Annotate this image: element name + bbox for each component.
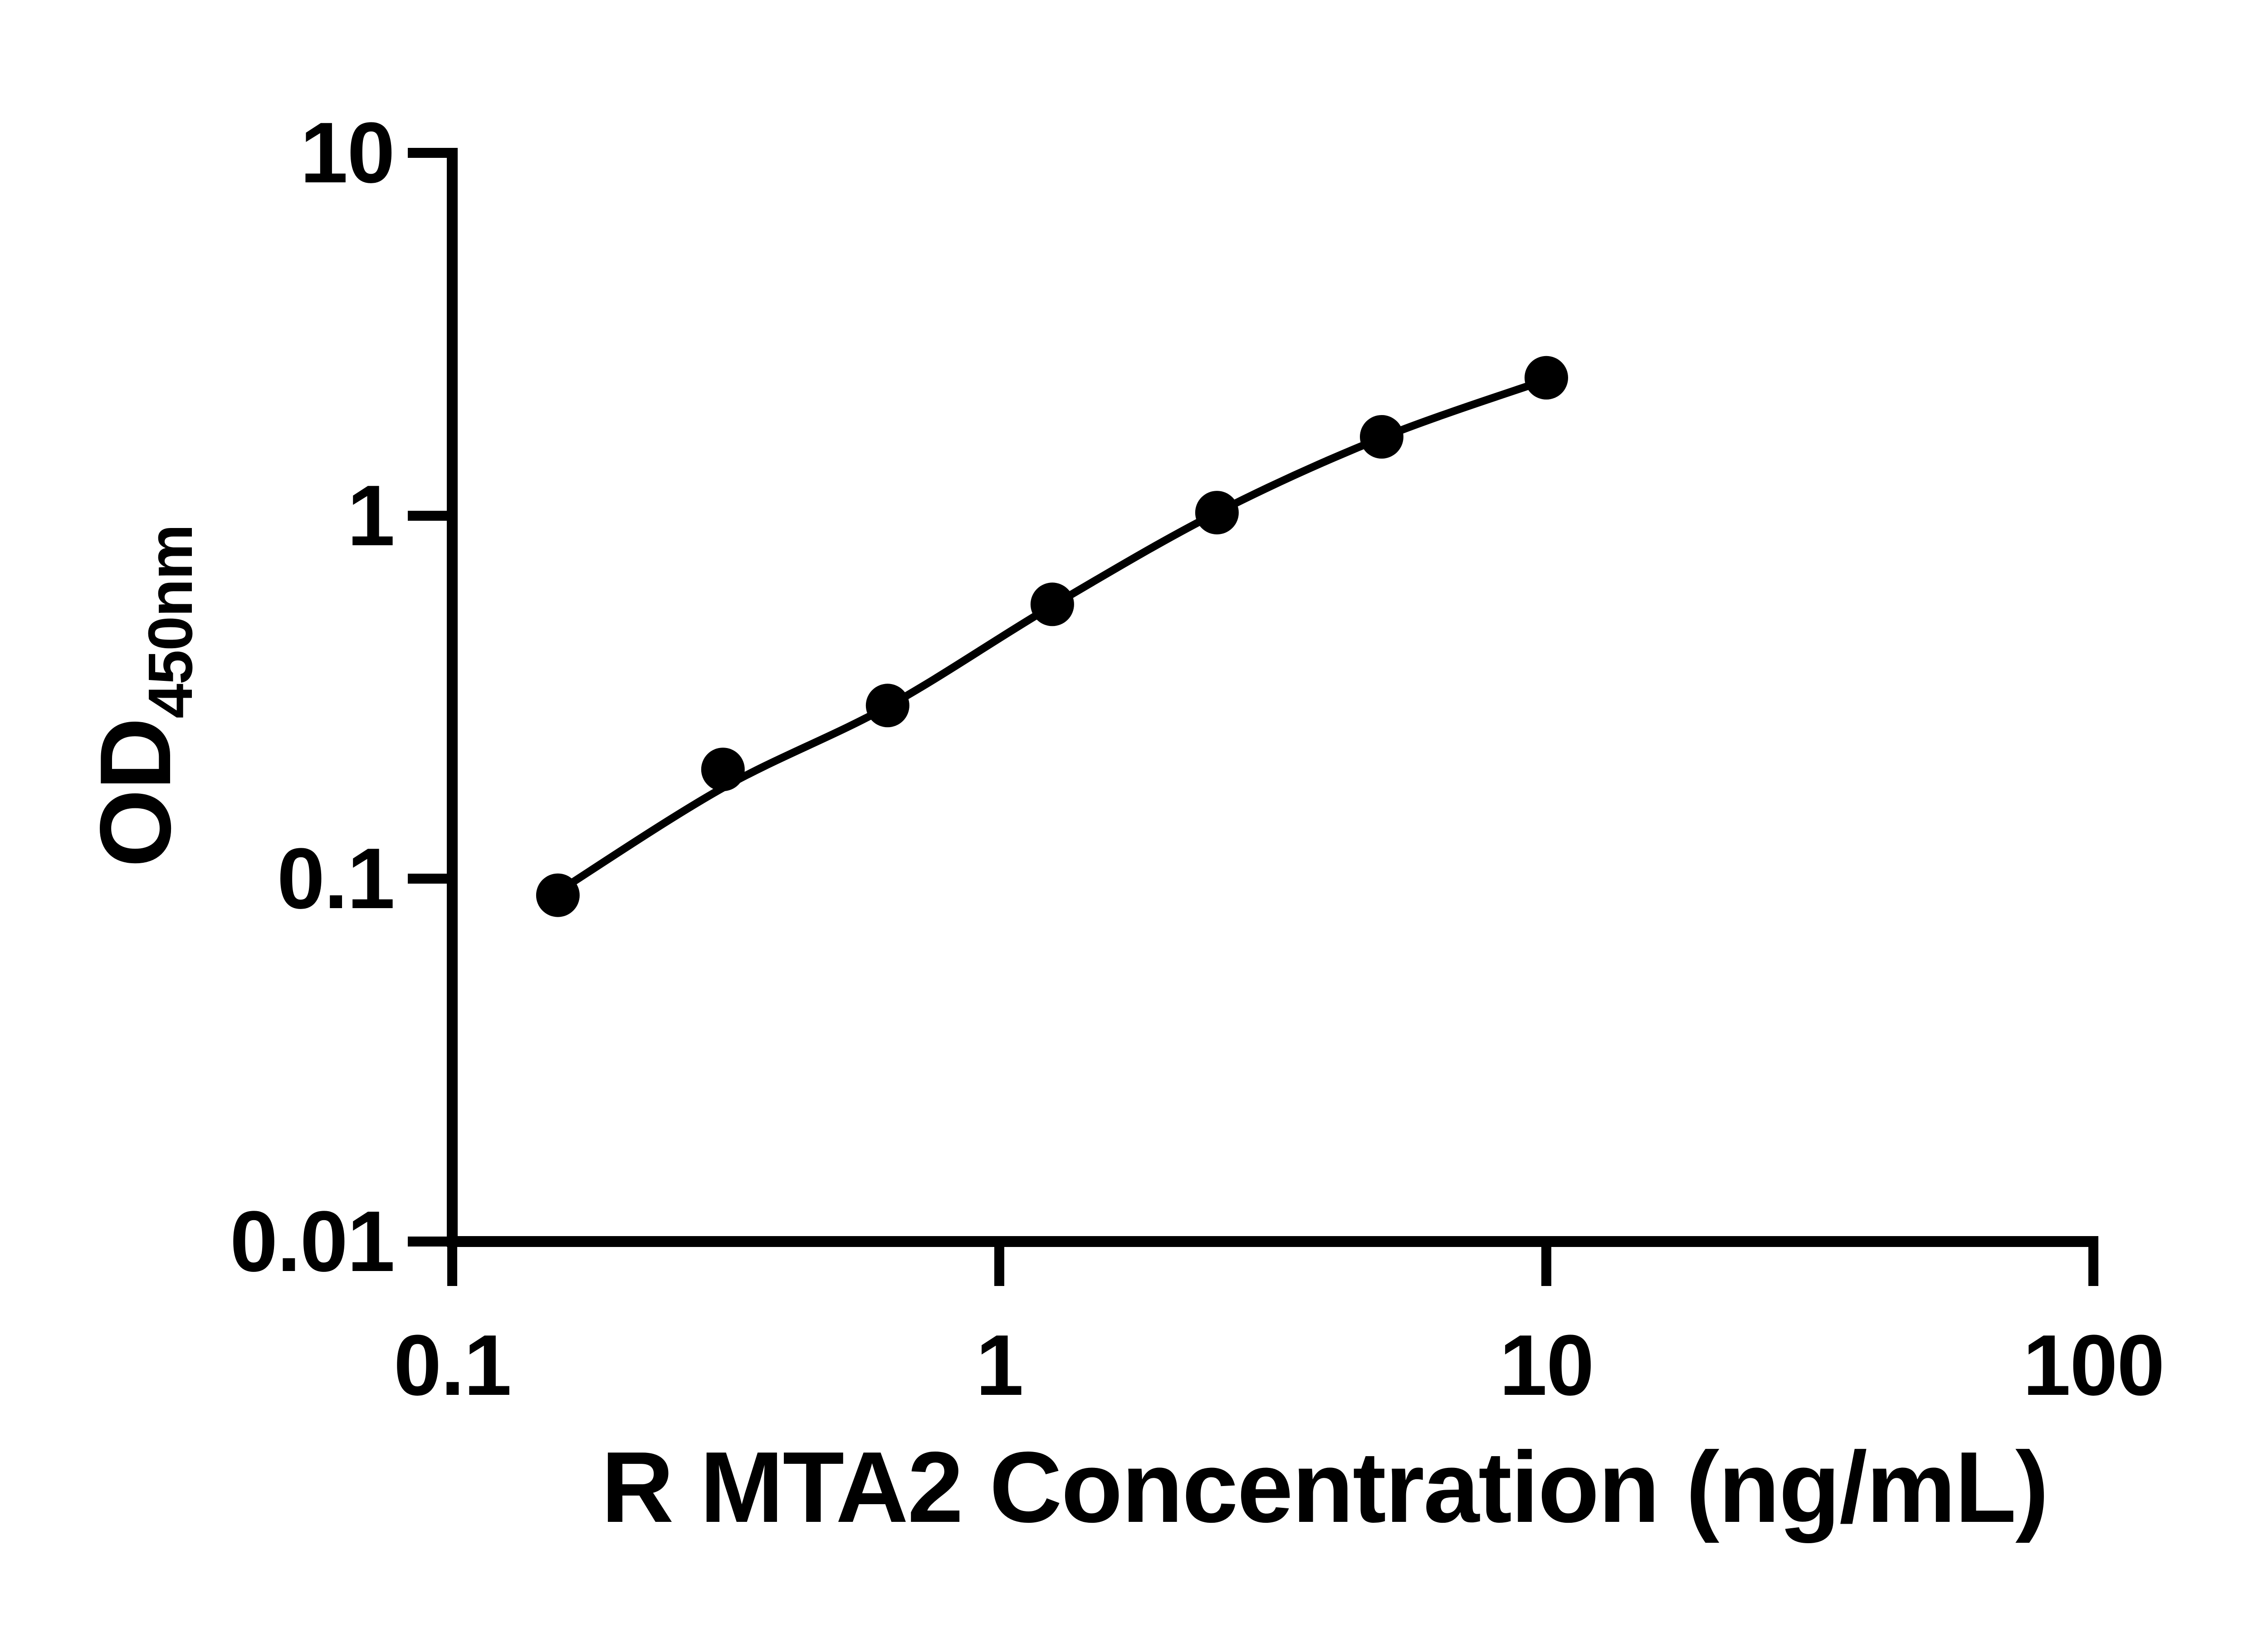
x-tick-label: 100: [2023, 1317, 2164, 1413]
axes-layer: [408, 148, 2098, 1286]
y-tick-label: 1: [347, 468, 394, 564]
data-point: [865, 684, 909, 728]
y-axis-title: OD450nm: [79, 525, 205, 868]
x-axis-title: R MTA2 Concentration (ng/mL): [601, 1431, 2048, 1544]
data-point: [1030, 582, 1074, 626]
y-axis-title-subscript: 450nm: [136, 525, 205, 719]
y-axis-title-main: OD: [79, 719, 192, 868]
data-point: [1360, 415, 1403, 459]
data-point: [701, 748, 745, 792]
y-tick-label: 10: [300, 105, 394, 201]
data-point: [1525, 356, 1568, 400]
plot-layer: [536, 356, 1568, 917]
y-tick-label: 0.1: [277, 831, 394, 927]
y-tick-label: 0.01: [230, 1193, 394, 1290]
x-tick-label: 10: [1499, 1317, 1593, 1413]
x-tick-label: 0.1: [394, 1317, 511, 1413]
x-tick-label: 1: [976, 1317, 1023, 1413]
data-point: [536, 873, 580, 917]
data-point: [1195, 491, 1239, 535]
